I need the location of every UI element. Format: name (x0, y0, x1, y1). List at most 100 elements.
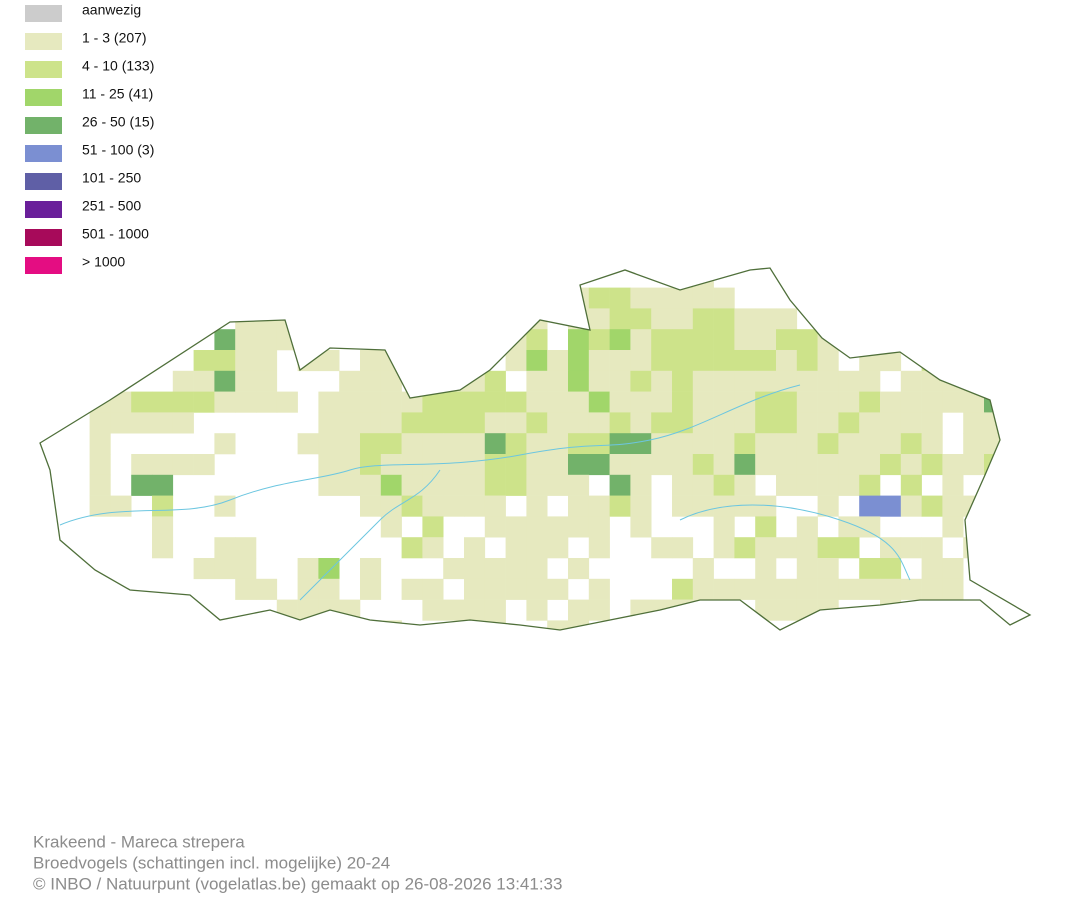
grid-cell (755, 412, 777, 434)
grid-cell (380, 516, 402, 538)
grid-cell (734, 391, 756, 413)
grid-cell (900, 454, 922, 476)
rivers (59, 384, 911, 601)
grid-cell (692, 287, 714, 309)
grid-cell (859, 558, 881, 580)
grid-cell (755, 516, 777, 538)
grid-cell (318, 412, 340, 434)
grid-cell (339, 599, 361, 621)
grid-cell (214, 433, 236, 455)
grid-cell (422, 391, 444, 413)
grid-cell (713, 350, 735, 372)
grid-cell (318, 620, 340, 630)
grid-cell (443, 474, 465, 496)
grid-cell (609, 370, 631, 392)
grid-cell (630, 599, 652, 621)
grid-cell (568, 620, 590, 630)
grid-cell (817, 412, 839, 434)
grid-cell (193, 370, 215, 392)
grid-cell (318, 558, 340, 580)
legend-swatch (25, 89, 62, 106)
grid-cell (963, 620, 985, 630)
grid-cell (692, 391, 714, 413)
grid-cell (172, 454, 194, 476)
grid-cell (256, 287, 278, 309)
grid-cell (900, 474, 922, 496)
grid-cell (755, 391, 777, 413)
legend-swatch (25, 257, 62, 274)
grid-cell (380, 412, 402, 434)
grid-cell (401, 433, 423, 455)
grid-cell (235, 370, 257, 392)
grid-cell (921, 433, 943, 455)
grid-cell (609, 287, 631, 309)
grid-cell (713, 370, 735, 392)
grid-cell (235, 578, 257, 600)
grid-cell (464, 391, 486, 413)
grid-cell (651, 537, 673, 559)
grid-cell (339, 412, 361, 434)
grid-cell (1004, 516, 1026, 538)
grid-cell (672, 370, 694, 392)
grid-cell (713, 454, 735, 476)
grid-cell (360, 350, 382, 372)
legend-swatch (25, 229, 62, 246)
caption-line: Krakeend - Mareca strepera (33, 832, 245, 851)
grid-cell (755, 329, 777, 351)
grid-cell (921, 350, 943, 372)
grid-cell (880, 412, 902, 434)
grid-cell (588, 537, 610, 559)
grid-cell (713, 433, 735, 455)
grid-cell (776, 308, 798, 330)
grid-cell (318, 454, 340, 476)
legend-label: 11 - 25 (41) (82, 86, 153, 102)
grid-cell (900, 391, 922, 413)
grid-cell (526, 474, 548, 496)
grid-cell (422, 412, 444, 434)
grid-cell (588, 516, 610, 538)
grid-cell (734, 350, 756, 372)
grid-cell (276, 599, 298, 621)
grid-cell (256, 370, 278, 392)
grid-cell (651, 391, 673, 413)
grid-cell (588, 391, 610, 413)
grid-cell (796, 578, 818, 600)
grid-cell (443, 412, 465, 434)
grid-cell (318, 433, 340, 455)
grid-cell (838, 433, 860, 455)
grid-cell (588, 287, 610, 309)
grid-cell (921, 391, 943, 413)
grid-cell (734, 412, 756, 434)
grid-cell (900, 433, 922, 455)
grid-cell (880, 578, 902, 600)
grid-cell (464, 329, 486, 351)
grid-cell (755, 578, 777, 600)
grid-cell (755, 537, 777, 559)
grid-cell (360, 558, 382, 580)
grid-cell (651, 412, 673, 434)
grid-cell (630, 308, 652, 330)
grid-cell (443, 599, 465, 621)
grid-cell (401, 495, 423, 517)
grid-cell (692, 308, 714, 330)
grid-cell (235, 350, 257, 372)
grid-cell (630, 412, 652, 434)
grid-cell (734, 433, 756, 455)
grid-cell (609, 474, 631, 496)
grid-cell (755, 599, 777, 621)
grid-cell (734, 537, 756, 559)
grid-cell (817, 454, 839, 476)
grid-cell (568, 370, 590, 392)
grid-cell (380, 370, 402, 392)
grid-cell (880, 454, 902, 476)
grid-cell (256, 350, 278, 372)
grid-cell (1004, 412, 1026, 434)
grid-cell (942, 391, 964, 413)
grid-cell (817, 620, 839, 630)
grid-cell (152, 474, 174, 496)
grid-cell (672, 308, 694, 330)
grid-cell (422, 537, 444, 559)
grid-cell (464, 474, 486, 496)
grid-cell (339, 474, 361, 496)
grid-cell (505, 558, 527, 580)
